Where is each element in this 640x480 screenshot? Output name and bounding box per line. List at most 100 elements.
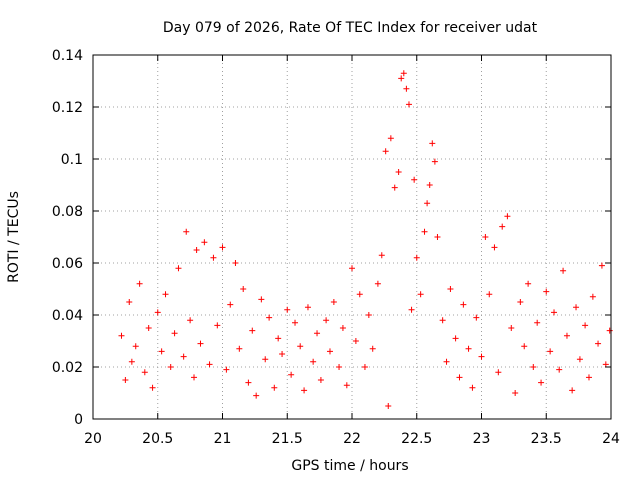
data-point (206, 361, 213, 368)
grid-lines (93, 55, 611, 419)
data-point (158, 348, 165, 355)
data-point (145, 325, 152, 331)
data-point (245, 379, 252, 386)
data-point (187, 317, 194, 324)
data-point (292, 319, 299, 326)
data-point (258, 296, 265, 303)
y-axis-label: ROTI / TECUs (6, 191, 22, 283)
data-point (126, 299, 133, 305)
data-point (317, 377, 324, 383)
data-point (236, 345, 243, 352)
data-point (304, 304, 311, 311)
data-point (534, 319, 541, 326)
data-point (517, 299, 524, 305)
data-point (326, 348, 333, 355)
y-tick-label: 0.12 (52, 100, 83, 116)
data-point (582, 322, 589, 329)
data-point (400, 70, 407, 77)
data-point (369, 345, 376, 352)
data-point (141, 369, 148, 376)
data-point (443, 358, 450, 365)
data-point (486, 291, 493, 298)
data-point (249, 327, 256, 334)
x-tick-label: 22.5 (401, 431, 432, 447)
data-point (314, 330, 321, 337)
data-point (431, 158, 438, 165)
y-tick-label: 0.14 (52, 48, 83, 64)
data-point (118, 332, 125, 339)
data-point (504, 213, 511, 220)
x-tick-label: 24 (602, 431, 620, 447)
data-point (473, 314, 480, 321)
data-point (403, 85, 410, 92)
data-point (343, 382, 350, 389)
y-tick-label: 0.02 (52, 360, 83, 376)
data-point (122, 377, 129, 383)
data-point (405, 101, 412, 108)
data-point (478, 353, 485, 360)
data-point (271, 384, 278, 391)
data-point (180, 353, 187, 360)
y-tick-label: 0.1 (61, 152, 83, 168)
data-point (167, 364, 174, 370)
x-tick-label: 20 (84, 431, 102, 447)
data-point (356, 291, 363, 298)
data-point (512, 390, 519, 396)
x-tick-label: 20.5 (142, 431, 173, 447)
data-point (434, 234, 441, 240)
data-point (576, 356, 583, 363)
data-point (136, 280, 143, 287)
data-point (253, 392, 260, 399)
data-point (469, 384, 476, 391)
x-tick-label: 23 (473, 431, 491, 447)
data-point (210, 254, 217, 261)
data-point (395, 169, 402, 175)
data-point (191, 374, 198, 381)
data-point (154, 309, 161, 316)
data-point (525, 280, 532, 287)
y-tick-label: 0 (74, 412, 83, 428)
data-point (301, 387, 308, 394)
data-point (556, 366, 563, 373)
data-point (149, 384, 156, 391)
data-point (551, 309, 558, 316)
chart-title: Day 079 of 2026, Rate Of TEC Index for r… (163, 20, 538, 36)
data-point (424, 200, 431, 207)
data-point (365, 312, 372, 318)
data-point (530, 364, 537, 370)
data-point (227, 301, 234, 308)
data-point (398, 75, 405, 82)
data-point (499, 223, 506, 230)
data-point (352, 338, 359, 344)
data-point (175, 265, 182, 272)
data-point (598, 262, 605, 269)
data-point (460, 301, 467, 308)
data-point (482, 234, 489, 240)
data-point (214, 322, 221, 329)
data-point (284, 306, 291, 313)
data-point (543, 288, 550, 295)
y-tick-label: 0.06 (52, 256, 83, 272)
data-point (569, 387, 576, 394)
data-point (585, 374, 592, 381)
data-point (349, 265, 355, 272)
data-point (491, 244, 498, 251)
data-point (465, 345, 472, 352)
data-point (266, 314, 273, 321)
data-point (197, 340, 204, 347)
x-axis-label: GPS time / hours (291, 458, 408, 474)
data-point (193, 247, 200, 253)
data-point (408, 306, 415, 313)
data-point (288, 371, 295, 378)
data-point (223, 366, 230, 373)
data-point (162, 291, 169, 298)
y-tick-label: 0.04 (52, 308, 83, 324)
data-point (413, 254, 420, 261)
data-point (128, 358, 135, 365)
data-point (508, 325, 515, 331)
data-point (171, 330, 178, 337)
data-point (323, 317, 330, 324)
data-point (361, 364, 368, 370)
data-point (595, 340, 602, 347)
